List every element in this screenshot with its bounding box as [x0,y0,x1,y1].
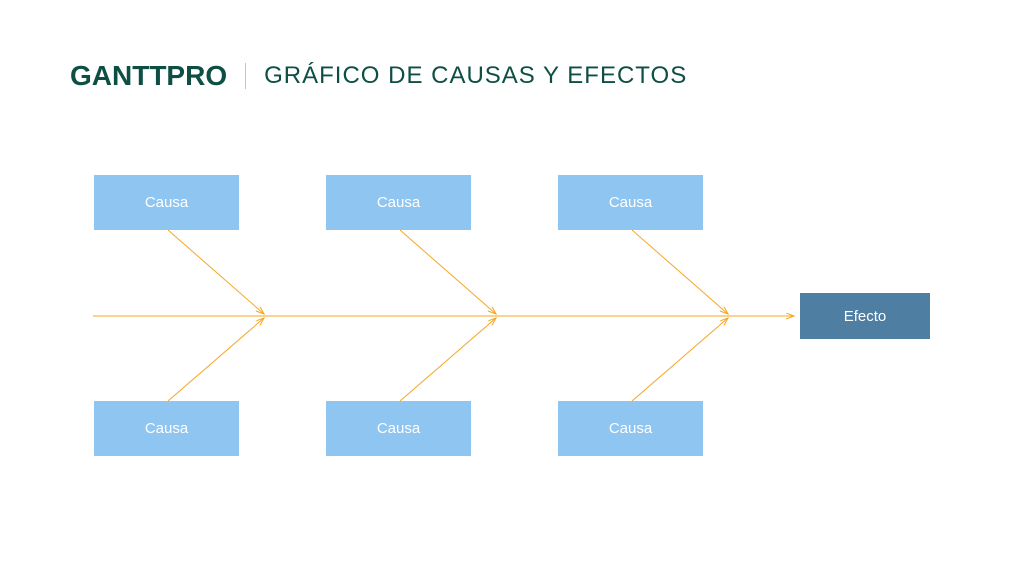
bone-line [632,318,728,401]
bone-line [632,230,728,314]
cause-node-0: Causa [94,175,239,230]
bone-line [168,230,264,314]
bone-line [400,230,496,314]
bone-line [168,318,264,401]
cause-node-3: Causa [94,401,239,456]
fishbone-diagram-svg [0,0,1024,575]
cause-node-2: Causa [558,175,703,230]
bone-line [400,318,496,401]
cause-node-5: Causa [558,401,703,456]
cause-node-1: Causa [326,175,471,230]
cause-node-4: Causa [326,401,471,456]
effect-node: Efecto [800,293,930,339]
